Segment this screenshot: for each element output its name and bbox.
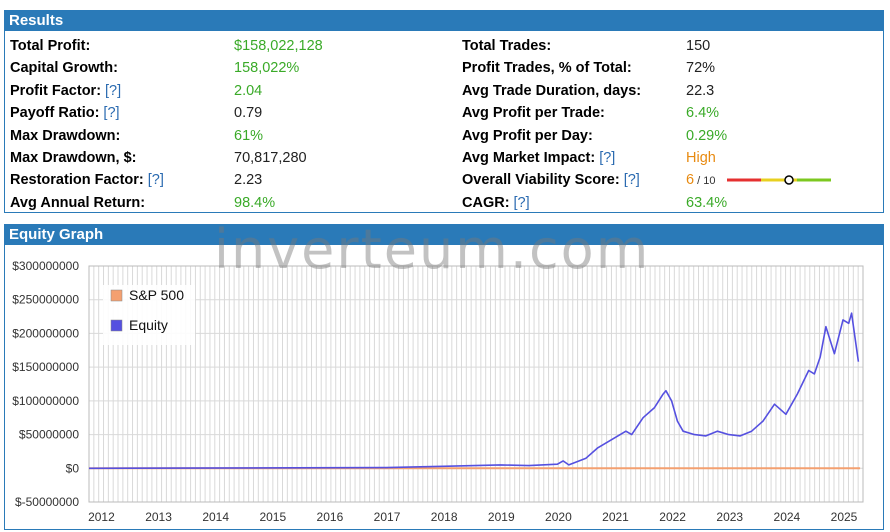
help-link[interactable]: [?] [103,105,120,122]
metric-value-right-2: 22.3 [686,82,715,99]
metric-value-right-7: 63.4% [686,194,728,211]
viability-marker [784,175,794,186]
metric-value-right-5: High [686,150,716,166]
help-link[interactable]: [?] [105,82,122,99]
metric-label-left-2: Profit Factor: [?] [10,80,121,102]
metric-label-text: Max Drawdown: [10,127,121,144]
x-tick-label: 2021 [602,510,629,524]
x-tick-label: 2022 [659,510,686,524]
x-tick-label: 2012 [88,510,115,524]
metric-label-text: Restoration Factor: [10,172,144,189]
legend-swatch [110,319,123,332]
metric-label-left-3: Payoff Ratio: [?] [10,102,120,124]
metric-label-text: Total Trades: [462,38,552,54]
metric-label-right-2: Avg Trade Duration, days: [462,80,641,102]
metric-label-text: Total Profit: [10,38,91,54]
legend-label: Equity [129,317,168,333]
x-tick-label: 2020 [545,510,572,524]
metric-value-left-6: 2.23 [234,172,263,189]
metric-value-left-4: 61% [234,127,264,144]
y-tick-label: $0 [66,461,80,475]
metric-label-left-4: Max Drawdown: [10,125,120,147]
metric-label-right-3: Avg Profit per Trade: [462,102,605,124]
metric-label-text: Profit Trades, % of Total: [462,60,632,77]
metric-label-left-5: Max Drawdown, $: [10,147,137,169]
help-link[interactable]: [?] [513,194,530,211]
x-tick-label: 2017 [374,510,401,524]
y-tick-label: $150000000 [12,360,79,374]
y-tick-label: $250000000 [12,293,79,307]
x-tick-label: 2014 [202,510,229,524]
x-tick-label: 2023 [716,510,743,524]
results-panel: Results Total Profit: $158,022,128 Capital… [4,10,884,213]
series-line-equity [88,312,860,470]
x-tick-label: 2016 [317,510,344,524]
x-tick-label: 2013 [145,510,172,524]
y-tick-label: $100000000 [12,394,79,408]
metric-label-left-1: Capital Growth: [10,57,118,79]
viability-meter [727,175,831,186]
metric-label-right-5: Avg Market Impact: [?] [462,147,615,169]
metric-value-right-0: 150 [686,38,711,54]
metric-label-right-6: Overall Viability Score: [?] [462,169,640,191]
score-suffix: / 10 [694,175,716,188]
y-tick-label: $300000000 [12,259,79,273]
x-tick-label: 2024 [774,510,801,524]
metric-label-right-1: Profit Trades, % of Total: [462,57,632,79]
y-tick-label: $-50000000 [15,495,79,509]
metric-value-left-7: 98.4% [234,194,276,211]
y-tick-label: $50000000 [19,428,79,442]
plot-frame [88,265,864,503]
metric-label-text: Profit Factor: [10,82,102,99]
metric-label-left-6: Restoration Factor: [?] [10,169,164,191]
x-tick-label: 2018 [431,510,458,524]
metric-label-right-0: Total Trades: [462,35,551,57]
metric-value-right-3: 6.4% [686,105,720,122]
metric-label-text: Avg Market Impact: [462,150,596,166]
equity-header: Equity Graph [5,225,883,245]
metric-label-right-4: Avg Profit per Day: [462,125,593,147]
metric-value-right-4: 0.29% [686,127,728,144]
metric-label-right-7: CAGR: [?] [462,192,530,214]
help-link[interactable]: [?] [147,172,164,189]
metric-label-text: Overall Viability Score: [462,172,620,189]
metric-value-right-1: 72% [686,60,716,77]
metric-label-text: Max Drawdown, $: [10,150,137,166]
metric-value-left-5: 70,817,280 [234,150,307,166]
metric-label-text: Avg Trade Duration, days: [462,82,642,99]
metric-label-text: Capital Growth: [10,60,118,77]
equity-panel: Equity Graph $300000000 $250000000 $200000… [4,224,884,530]
help-link[interactable]: [?] [599,150,616,166]
metric-label-text: Avg Profit per Day: [462,127,593,144]
metric-label-text: Payoff Ratio: [10,105,100,122]
x-tick-label: 2015 [259,510,286,524]
legend-label: S&P 500 [129,287,184,303]
metric-value-left-1: 158,022% [234,60,300,77]
metric-label-text: CAGR: [462,194,510,211]
y-tick-label: $200000000 [12,326,79,340]
metric-value-right-6: 6 / 10 [686,172,716,189]
help-link[interactable]: [?] [623,172,640,189]
x-tick-label: 2019 [488,510,515,524]
legend-swatch [110,289,123,302]
metric-value-left-3: 0.79 [234,105,263,122]
equity-chart: $300000000 $250000000 $200000000 $150000000… [12,259,864,524]
metric-value-left-0: $158,022,128 [234,38,323,54]
metric-label-text: Avg Annual Return: [10,194,146,211]
metric-value-left-2: 2.04 [234,82,263,99]
x-tick-label: 2025 [831,510,858,524]
metric-label-left-0: Total Profit: [10,35,90,57]
metric-label-text: Avg Profit per Trade: [462,105,605,122]
metric-label-left-7: Avg Annual Return: [10,192,145,214]
results-header: Results [5,11,883,31]
